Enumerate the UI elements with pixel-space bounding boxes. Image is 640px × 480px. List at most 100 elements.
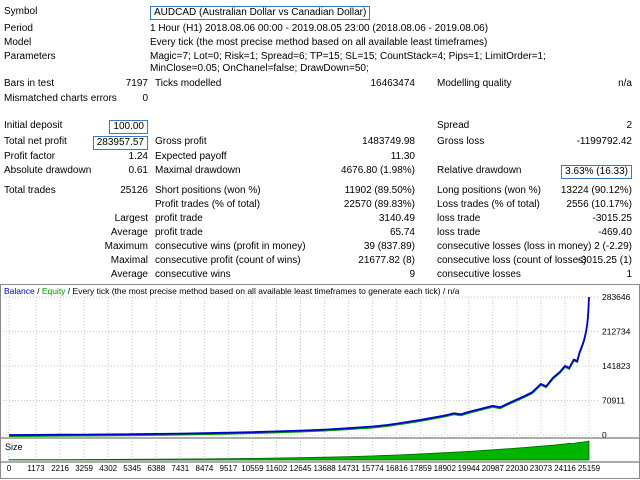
- total-net-profit-value: 283957.57: [4, 136, 148, 150]
- report-cell: n/a: [618, 78, 632, 89]
- report-cell: Maximum: [104, 241, 148, 252]
- x-axis-label: 4302: [99, 464, 117, 473]
- report-cell: Gross loss: [437, 136, 485, 147]
- symbol-label: Symbol: [4, 6, 38, 17]
- report-row: Initial deposit 100.00 Spread 2: [0, 119, 640, 135]
- report-cell: 4676.80 (1.98%): [341, 165, 415, 176]
- report-row: Largest profit trade 3140.49 loss trade -301…: [0, 212, 640, 226]
- report-cell: 2 (-2.29): [594, 241, 632, 252]
- y-axis-label: 70911: [602, 396, 625, 406]
- report-row: Profit factor 1.24 Expected payoff 11.30: [0, 150, 640, 164]
- report-cell: loss trade: [437, 213, 481, 224]
- x-axis-label: 1173: [27, 464, 45, 473]
- x-axis-label: 9517: [220, 464, 238, 473]
- x-axis-label: 2216: [51, 464, 69, 473]
- x-axis-label: 8474: [196, 464, 214, 473]
- highlight-box: 3.63% (16.33): [561, 165, 632, 179]
- report-cell: -3015.25: [592, 213, 632, 224]
- period-label: Period: [4, 23, 33, 34]
- report-cell: consecutive losses: [437, 269, 521, 280]
- report-cell: Profit trades (% of total): [155, 199, 261, 210]
- y-axis-label: 0: [602, 430, 607, 440]
- symbol-value: AUDCAD (Australian Dollar vs Canadian Do…: [150, 6, 612, 20]
- x-axis-label: 11602: [266, 464, 288, 473]
- report-cell: Total net profit: [4, 136, 67, 147]
- report-cell: Bars in test: [4, 78, 55, 89]
- x-axis-label: 23073: [530, 464, 553, 473]
- highlight-box: 100.00: [109, 120, 148, 134]
- report-cell: Ticks modelled: [155, 78, 222, 89]
- report-row: Bars in test 7197 Ticks modelled 16463474 Mo…: [0, 77, 640, 92]
- report-cell: Gross profit: [155, 136, 207, 147]
- x-axis-label: 25159: [578, 464, 601, 473]
- report-cell: 25126: [120, 185, 148, 196]
- report-cell: Relative drawdown: [437, 165, 522, 176]
- size-chart-label: Size: [5, 442, 23, 452]
- chart-legend: Balance / Equity / Every tick (the most …: [4, 286, 459, 296]
- report-cell: Modelling quality: [437, 78, 512, 89]
- report-row: Maximal consecutive profit (count of wins…: [0, 254, 640, 268]
- report-cell: consecutive losses (loss in money): [437, 241, 592, 252]
- report-cell: 3140.49: [378, 213, 415, 224]
- parameters-label: Parameters: [4, 51, 56, 62]
- model-label: Model: [4, 37, 32, 48]
- report-cell: consecutive wins: [155, 269, 231, 280]
- report-cell: Maximal: [110, 255, 148, 266]
- report-cell: Spread: [437, 120, 470, 131]
- report-row: Average consecutive wins 9 consecutive loss…: [0, 268, 640, 282]
- balance-line: [8, 296, 590, 436]
- report-cell: 11902 (89.50%): [344, 185, 415, 196]
- report-cell: consecutive wins (profit in money): [155, 241, 306, 252]
- report-cell: Long positions (won %): [437, 185, 541, 196]
- x-axis-label: 14731: [337, 464, 360, 473]
- report-cell: 1: [626, 269, 632, 280]
- report-cell: Short positions (won %): [155, 185, 261, 196]
- report-table: Symbol AUDCAD (Australian Dollar vs Canad…: [0, 5, 640, 282]
- balance-legend-label: Balance: [4, 286, 35, 296]
- report-row: Total trades 25126 Short positions (won %)…: [0, 184, 640, 198]
- highlight-box: AUDCAD (Australian Dollar vs Canadian Do…: [150, 6, 371, 20]
- report-cell: Total trades: [4, 185, 56, 196]
- x-axis-label: 0: [7, 464, 12, 473]
- x-axis-label: 18902: [434, 464, 457, 473]
- x-axis-label: 15774: [361, 464, 384, 473]
- report-cell: 39 (837.89): [363, 241, 415, 252]
- report-cell: 0.61: [128, 165, 148, 176]
- legend-description: / Every tick (the most precise method ba…: [65, 286, 460, 296]
- report-cell: Absolute drawdown: [4, 165, 92, 176]
- chart-area: Balance / Equity / Every tick (the most …: [0, 284, 640, 479]
- report-cell: -469.40: [598, 227, 632, 238]
- y-axis-label: 283646: [602, 292, 631, 302]
- report-cell: Average: [110, 227, 148, 238]
- x-axis-label: 10559: [241, 464, 264, 473]
- x-axis-label: 6388: [147, 464, 165, 473]
- report-cell: profit trade: [155, 213, 203, 224]
- equity-legend-label: Equity: [41, 286, 66, 296]
- report-cell: profit trade: [155, 227, 203, 238]
- period-value: 1 Hour (H1) 2018.08.06 00:00 - 2019.08.0…: [150, 23, 489, 34]
- x-axis-label: 20987: [482, 464, 505, 473]
- x-axis-label: 5345: [123, 464, 141, 473]
- report-row: Absolute drawdown 0.61 Maximal drawdown 467…: [0, 164, 640, 179]
- y-axis-label: 141823: [602, 361, 631, 371]
- y-axis-label: 212734: [602, 327, 631, 337]
- report-cell: 21677.82 (8): [358, 255, 415, 266]
- report-row: Average profit trade 65.74 loss trade -469.4…: [0, 226, 640, 240]
- report-row: Parameters Magic=7; Lot=0; Risk=1; Spread…: [0, 50, 640, 77]
- parameters-value: Magic=7; Lot=0; Risk=1; Spread=6; TP=15;…: [150, 51, 546, 74]
- report-cell: consecutive profit (count of wins): [155, 255, 301, 266]
- report-cell: 16463474: [370, 78, 416, 89]
- model-value: Every tick (the most precise method base…: [150, 37, 488, 48]
- balance-equity-chart: 0 1173 2216 3259 4302 5345 6388 7431 8474 9517 105…: [1, 292, 639, 473]
- x-axis-label: 16816: [386, 464, 409, 473]
- report-row: Period 1 Hour (H1) 2018.08.06 00:00 - 201…: [0, 22, 640, 36]
- initial-deposit-value: 100.00: [4, 120, 148, 134]
- x-axis-label: 12645: [289, 464, 312, 473]
- report-cell: Largest: [114, 213, 148, 224]
- relative-drawdown-value: 3.63% (16.33): [455, 165, 632, 179]
- report-cell: -1199792.42: [576, 136, 632, 147]
- report-row: Symbol AUDCAD (Australian Dollar vs Canad…: [0, 5, 640, 22]
- highlight-box: 283957.57: [92, 136, 148, 150]
- report-cell: 13224 (90.12%): [560, 185, 632, 196]
